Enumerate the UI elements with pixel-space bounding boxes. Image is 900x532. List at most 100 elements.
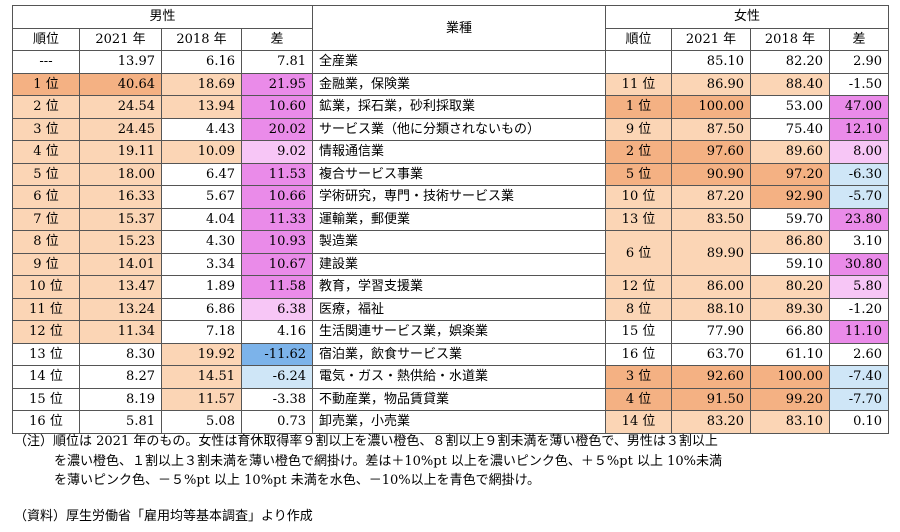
female-2018-header: 2018 年 [750, 27, 831, 51]
male-rank: 14 位 [12, 365, 80, 389]
female-2021: 88.10 [671, 297, 752, 321]
male-2021: 15.23 [79, 230, 162, 254]
male-2018: 4.30 [161, 230, 242, 254]
female-2018: 88.40 [750, 72, 831, 96]
female-diff: 47.00 [829, 95, 890, 119]
female-rank: 10 位 [605, 185, 673, 209]
female-diff: 3.10 [829, 230, 890, 254]
male-2021: 15.37 [79, 207, 162, 231]
female-rank: 12 位 [605, 275, 673, 299]
female-2021: 90.90 [671, 162, 752, 186]
table-row: 14 位 8.27 14.51 -6.24 電気・ガス・熱供給・水道業 3 位 … [12, 365, 890, 389]
male-diff: 4.16 [240, 320, 314, 344]
female-2018: 89.60 [750, 140, 831, 164]
table-row: 6 位 16.33 5.67 10.66 学術研究，専門・技術サービス業 10 … [12, 185, 890, 209]
male-diff: 10.93 [240, 230, 314, 254]
female-diff: 2.90 [829, 50, 890, 74]
header-row-1: 男性 業種 女性 [11, 5, 890, 51]
industry-name: 全産業 [312, 50, 607, 74]
note-line-1: （注）順位は 2021 年のもの。女性は育休取得率９割以上を濃い橙色、８割以上９… [14, 434, 718, 449]
female-diff: -5.70 [829, 185, 890, 209]
female-2021: 89.90 [671, 230, 752, 276]
male-rank: 7 位 [12, 207, 80, 231]
female-diff: -1.50 [829, 72, 890, 96]
female-2018: 59.70 [750, 207, 831, 231]
industry-name: 製造業 [312, 230, 607, 254]
table-row: 8 位 15.23 4.30 10.93 製造業 6 位 89.90 86.80… [12, 230, 890, 276]
female-rank-header: 順位 [605, 27, 673, 51]
female-2021: 100.00 [671, 95, 752, 119]
table-row: 16 位 5.81 5.08 0.73 卸売業，小売業 14 位 83.20 8… [12, 410, 890, 434]
female-rank: 5 位 [605, 162, 673, 186]
female-2021: 83.50 [671, 207, 752, 231]
male-rank: 4 位 [12, 140, 80, 164]
male-rank-header: 順位 [12, 27, 80, 51]
male-diff: 10.60 [240, 95, 314, 119]
female-rank: 6 位 [605, 230, 673, 276]
female-2018: 99.20 [750, 387, 831, 411]
male-diff: -3.38 [240, 387, 314, 411]
male-2021: 8.19 [79, 387, 162, 411]
male-rank: 13 位 [12, 342, 80, 366]
industry-name: 電気・ガス・熱供給・水道業 [312, 365, 607, 389]
female-diff: 30.80 [829, 252, 890, 276]
female-rank [605, 50, 673, 74]
male-2018: 5.67 [161, 185, 242, 209]
female-2018: 83.10 [750, 410, 831, 434]
female-diff: 8.00 [829, 140, 890, 164]
female-rank: 16 位 [605, 342, 673, 366]
male-diff: 20.02 [240, 117, 314, 141]
male-rank: 10 位 [12, 275, 80, 299]
male-2021: 8.27 [79, 365, 162, 389]
female-diff: -7.40 [829, 365, 890, 389]
female-diff-header: 差 [829, 27, 890, 51]
female-rank: 8 位 [605, 297, 673, 321]
leave-rate-table: 男性 業種 女性 順位 2021 年 2018 年 差 順位 2021 年 20… [11, 5, 890, 434]
industry-name: 運輸業，郵便業 [312, 207, 607, 231]
male-diff: 6.38 [240, 297, 314, 321]
industry-name: 宿泊業，飲食サービス業 [312, 342, 607, 366]
table-row: 12 位 11.34 7.18 4.16 生活関連サービス業，娯楽業 15 位 … [12, 320, 890, 344]
female-rank: 11 位 [605, 72, 673, 96]
table-row: 4 位 19.11 10.09 9.02 情報通信業 2 位 97.60 89.… [12, 140, 890, 164]
female-2018: 97.20 [750, 162, 831, 186]
male-rank: 1 位 [12, 72, 80, 96]
female-2018: 86.80 [750, 230, 831, 254]
male-2021: 13.97 [79, 50, 162, 74]
female-2021: 77.90 [671, 320, 752, 344]
female-2018: 66.80 [750, 320, 831, 344]
industry-name: 鉱業，採石業，砂利採取業 [312, 95, 607, 119]
male-diff: 11.33 [240, 207, 314, 231]
industry-name: 卸売業，小売業 [312, 410, 607, 434]
male-2018: 6.86 [161, 297, 242, 321]
industry-name: 建設業 [312, 252, 607, 276]
female-2018: 100.00 [750, 365, 831, 389]
male-diff-header: 差 [240, 27, 314, 51]
male-rank: 9 位 [12, 252, 80, 276]
note-line-2: を濃い橙色、１割以上３割未満を薄い橙色で網掛け。差は＋10%pt 以上を濃いピン… [54, 453, 722, 469]
female-2018: 59.10 [750, 252, 831, 276]
female-diff: -7.70 [829, 387, 890, 411]
female-diff: -1.20 [829, 297, 890, 321]
industry-header: 業種 [312, 5, 607, 51]
female-diff: 23.80 [829, 207, 890, 231]
table-row: --- 13.97 6.16 7.81 全産業 85.10 82.20 2.90 [12, 50, 890, 74]
female-header: 女性 [605, 5, 890, 29]
male-2018: 4.04 [161, 207, 242, 231]
header-row-2: 順位 2021 年 2018 年 差 順位 2021 年 2018 年 差 [12, 27, 890, 51]
female-2018: 53.00 [750, 95, 831, 119]
male-2021: 19.11 [79, 140, 162, 164]
male-diff: 0.73 [240, 410, 314, 434]
female-rank: 9 位 [605, 117, 673, 141]
table-row: 9 位 14.01 3.34 10.67 建設業 59.10 30.80 [12, 252, 890, 276]
male-2018: 10.09 [161, 140, 242, 164]
female-2018: 61.10 [750, 342, 831, 366]
female-rank: 14 位 [605, 410, 673, 434]
female-2021: 92.60 [671, 365, 752, 389]
male-2021: 14.01 [79, 252, 162, 276]
male-diff: 21.95 [240, 72, 314, 96]
male-2018: 14.51 [161, 365, 242, 389]
industry-name: 不動産業，物品賃貸業 [312, 387, 607, 411]
female-2018: 80.20 [750, 275, 831, 299]
female-rank: 4 位 [605, 387, 673, 411]
